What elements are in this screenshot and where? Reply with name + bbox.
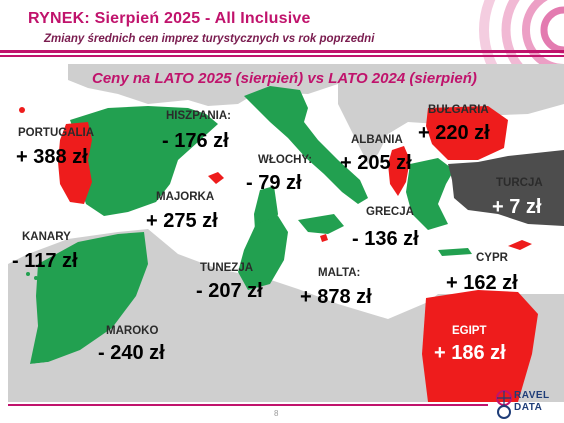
land-western-sahara — [8, 362, 48, 402]
logo-globe-icon — [496, 390, 512, 419]
price-grecja: - 136 zł — [352, 228, 419, 250]
price-maroko: - 240 zł — [98, 342, 165, 364]
country-cypr — [508, 240, 532, 250]
country-label-malta: MALTA: — [318, 267, 361, 279]
country-label-maroko: MAROKO — [106, 325, 159, 337]
country-majorka — [208, 172, 224, 184]
price-malta: + 878 zł — [300, 286, 372, 308]
country-malta — [320, 234, 328, 242]
logo-text-bottom: DATA — [514, 402, 543, 413]
price-majorka: + 275 zł — [146, 210, 218, 232]
price-bulgaria: + 220 zł — [418, 122, 490, 144]
price-portugalia: + 388 zł — [16, 146, 88, 168]
island-canary-1 — [19, 107, 25, 113]
country-label-tunezja: TUNEZJA — [200, 262, 254, 274]
country-label-albania: ALBANIA — [351, 134, 403, 146]
country-label-bulgaria: BUŁGARIA — [428, 104, 489, 116]
land-sicily — [298, 214, 344, 234]
country-label-majorka: MAJORKA — [156, 191, 215, 203]
decorative-arcs — [479, 0, 564, 64]
title-divider-thin — [0, 55, 564, 57]
price-wlochy: - 79 zł — [246, 172, 302, 194]
country-label-turcja: TURCJA — [496, 177, 543, 189]
island-canary-2 — [26, 272, 30, 276]
price-tunezja: - 207 zł — [196, 280, 263, 302]
mediterranean-map — [8, 64, 564, 402]
country-label-wlochy: WŁOCHY: — [258, 154, 313, 166]
price-hiszpania: - 176 zł — [162, 130, 229, 152]
country-hiszpania — [70, 106, 218, 216]
slide-subtitle: Zmiany średnich cen imprez turystycznych… — [44, 33, 375, 45]
country-turcja — [448, 150, 564, 226]
page-number: 8 — [274, 409, 279, 418]
price-egipt: + 186 zł — [434, 342, 506, 364]
country-tunezja — [238, 216, 288, 290]
country-grecja — [406, 158, 454, 230]
price-albania: + 205 zł — [340, 152, 412, 174]
title-divider — [0, 50, 564, 53]
country-label-cypr: CYPR — [476, 252, 508, 264]
country-label-egipt: EGIPT — [452, 325, 487, 337]
country-portugalia — [58, 122, 92, 204]
country-label-grecja: GRECJA — [366, 206, 414, 218]
logo-text-top: RAVEL — [514, 390, 550, 401]
footer-divider — [8, 404, 488, 406]
country-albania — [388, 146, 410, 196]
map-svg — [8, 64, 564, 402]
island-canary-4 — [44, 272, 48, 276]
price-turcja: + 7 zł — [492, 196, 542, 218]
slide-title: RYNEK: Sierpień 2025 - All Inclusive — [28, 10, 311, 27]
price-kanary: - 117 zł — [12, 250, 78, 272]
country-label-kanary: KANARY — [22, 231, 71, 243]
land-france — [68, 64, 338, 106]
country-wlochy — [244, 86, 368, 204]
price-cypr: + 162 zł — [446, 272, 518, 294]
land-crete — [438, 248, 472, 256]
country-egipt — [422, 290, 538, 402]
country-label-hiszpania: HISZPANIA: — [166, 110, 231, 122]
travel-data-logo: RAVEL DATA — [494, 388, 560, 420]
map-heading: Ceny na LATO 2025 (sierpień) vs LATO 202… — [92, 70, 477, 87]
island-canary-3 — [34, 276, 38, 280]
country-label-portugalia: PORTUGALIA — [18, 127, 95, 139]
country-maroko — [30, 232, 148, 364]
country-bulgaria — [426, 106, 508, 160]
